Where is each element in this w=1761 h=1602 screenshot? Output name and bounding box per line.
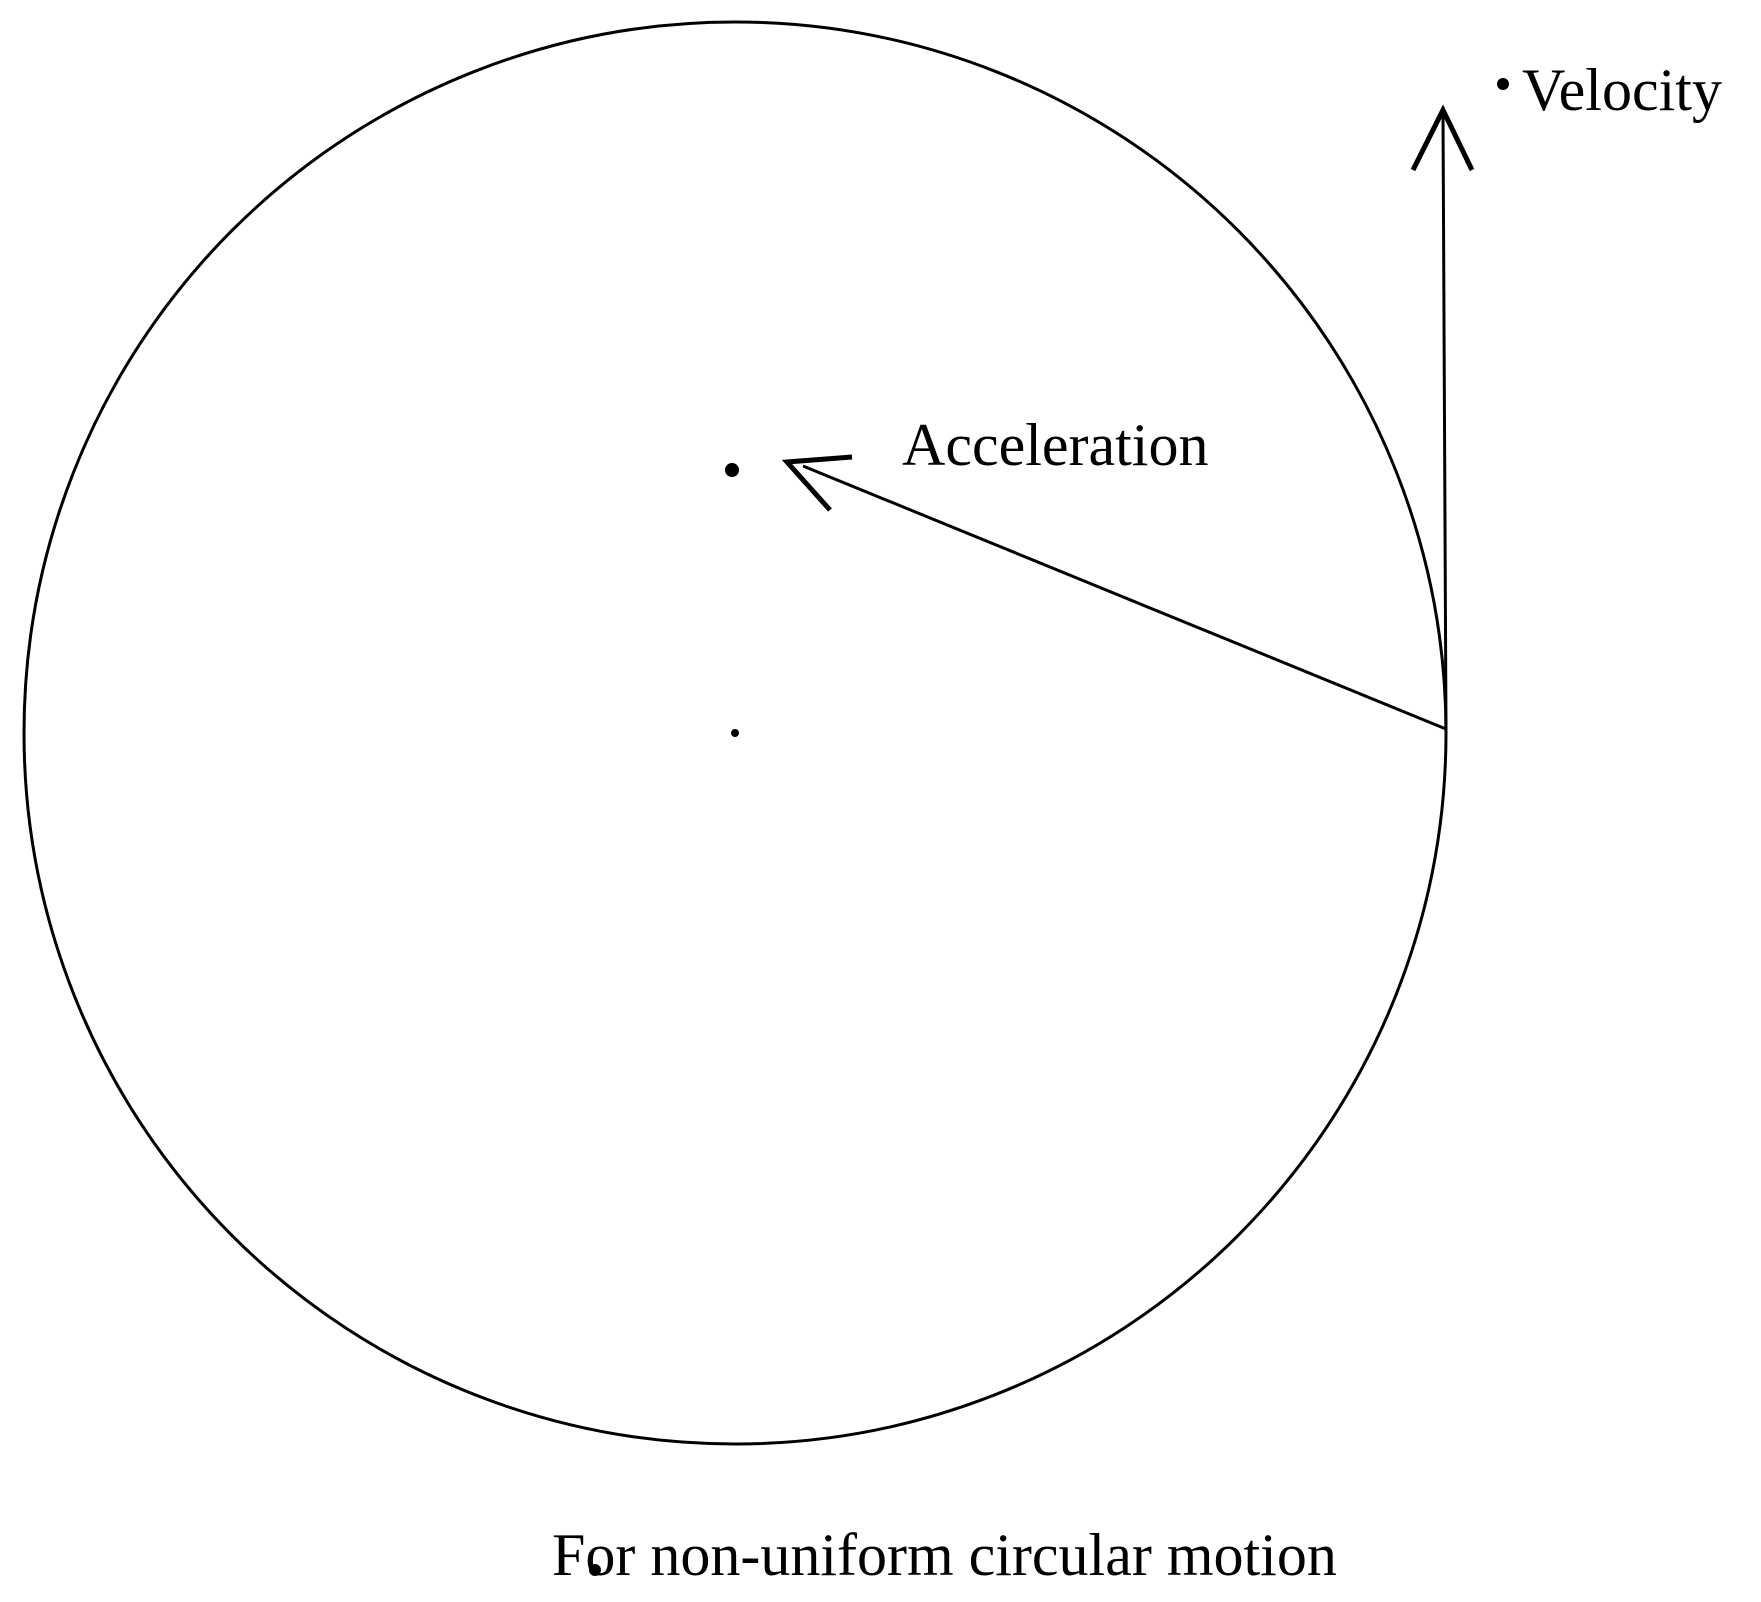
acceleration-reference-dot	[725, 463, 739, 477]
diagram-caption: For non-uniform circular motion	[552, 1522, 1337, 1588]
velocity-label: Velocity	[1522, 57, 1722, 123]
caption-stray-dot	[589, 1564, 601, 1576]
circular-path	[22, 20, 1448, 1446]
velocity-arrow	[1410, 104, 1475, 731]
acceleration-label: Acceleration	[902, 412, 1208, 478]
circle-center-dot	[731, 729, 739, 737]
velocity-label-bullet	[1497, 78, 1509, 90]
acceleration-arrow	[781, 454, 1447, 731]
